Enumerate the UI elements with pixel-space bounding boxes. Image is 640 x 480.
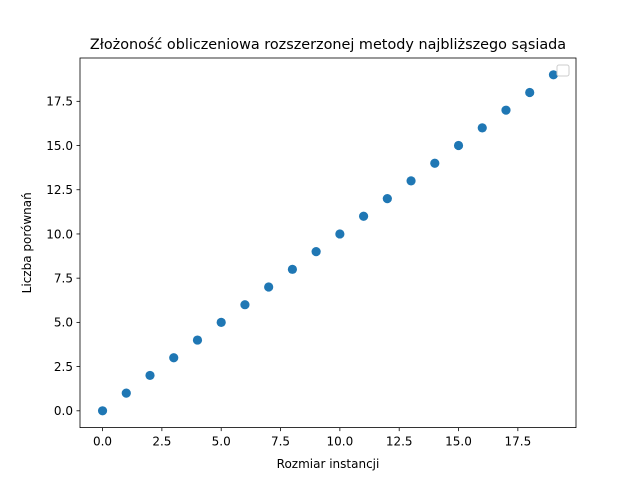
data-point [145,370,155,381]
x-tick-label: 7.5 [271,435,290,449]
y-axis-title: Liczba porównań [20,192,34,293]
x-tick-label: 10.0 [327,435,354,449]
x-tick-label: 2.5 [152,435,171,449]
data-point [525,87,535,98]
x-axis: 0.0 2.5 5.0 7.5 10.0 12.5 15.0 17.5 [93,427,531,449]
y-tick-label: 12.5 [46,183,73,197]
y-axis: 0.0 2.5 5.0 7.5 10.0 12.5 15.0 17.5 [46,95,80,418]
data-point [264,282,274,292]
data-points [97,70,559,416]
x-tick-label: 12.5 [386,435,413,449]
data-point [121,388,131,398]
x-tick-label: 15.0 [445,435,472,449]
data-point [192,335,203,345]
plot-frame [79,57,577,429]
chart-title: Złożoność obliczeniowa rozszerzonej meto… [90,37,566,53]
y-tick-label: 17.5 [46,95,73,109]
legend-box [556,64,570,77]
y-tick-label: 15.0 [46,139,73,153]
x-tick-label: 17.5 [504,435,531,449]
y-tick-label: 2.5 [54,360,73,374]
data-point [287,264,298,274]
data-point [169,353,179,363]
data-point [97,406,108,416]
x-axis-title: Rozmiar instancji [277,457,380,471]
data-point [477,123,487,133]
data-point [406,176,416,186]
data-point [501,105,511,115]
data-point [311,247,321,257]
data-point [382,193,392,204]
y-tick-label: 7.5 [54,271,73,285]
data-point [216,317,226,327]
y-tick-label: 0.0 [54,404,73,418]
data-point [335,229,345,239]
data-point [453,140,464,151]
x-tick-label: 0.0 [93,435,112,449]
y-tick-label: 10.0 [46,227,73,241]
y-tick-label: 5.0 [54,316,73,330]
x-tick-label: 5.0 [212,435,231,449]
data-point [430,158,440,168]
data-point [240,300,250,310]
data-point [548,70,559,80]
data-point [358,211,369,221]
